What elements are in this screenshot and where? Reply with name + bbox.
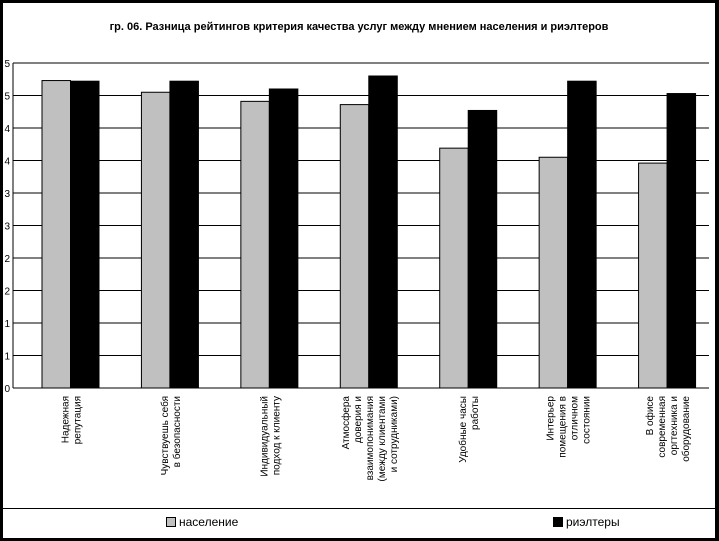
legend-swatch-realtors xyxy=(553,517,563,527)
x-category-label-line: репутация xyxy=(73,396,84,444)
chart-title: гр. 06. Разница рейтингов критерия качес… xyxy=(110,21,609,33)
bar-realtors xyxy=(268,88,299,389)
x-category-label-line: подход к клиенту xyxy=(271,396,282,475)
axes xyxy=(12,63,709,389)
y-tick-label: 5 xyxy=(4,59,10,70)
bar-population xyxy=(41,80,71,389)
x-category-label: Интерьер помещения в отличном состоянии xyxy=(546,396,593,458)
bar-realtors xyxy=(368,75,398,389)
y-tick-label: 3 xyxy=(4,222,10,233)
y-tick-label: 4 xyxy=(4,124,10,135)
x-category-label-line: состоянии xyxy=(582,396,593,444)
legend: население риэлтеры xyxy=(3,508,715,538)
y-tick-label: 2 xyxy=(4,287,10,298)
bar-realtors xyxy=(666,93,697,389)
x-category-label-line: (между клиентами xyxy=(377,396,388,481)
bar-population xyxy=(538,156,569,389)
x-category-label-line: и сотрудниками) xyxy=(389,396,400,472)
y-tick-label: 5 xyxy=(4,92,10,103)
x-category-label-line: оборудование xyxy=(680,396,692,462)
y-tick-label: 1 xyxy=(4,319,10,330)
y-tick-label: 4 xyxy=(4,157,10,168)
x-category-label: В офисе современная оргтехника и оборудован… xyxy=(644,396,692,462)
x-category-label-line: помещения в xyxy=(558,396,569,458)
x-category-label: Надежная репутация xyxy=(61,396,84,444)
bar-population xyxy=(339,104,370,389)
x-category-label-line: В офисе xyxy=(644,396,656,436)
y-axis-ticks: 0 1 1 2 2 3 3 4 4 5 5 xyxy=(4,59,10,395)
x-category-label-line: Интерьер xyxy=(546,396,557,441)
x-category-label-line: Чувствуешь себя xyxy=(159,396,171,475)
x-category-label-line: взаимопонимания xyxy=(365,396,376,480)
legend-label-realtors: риэлтеры xyxy=(566,515,620,529)
x-category-label-line: Индивидуальный xyxy=(259,396,270,477)
bars xyxy=(41,75,697,389)
bar-realtors xyxy=(567,80,597,389)
chart-area: гр. 06. Разница рейтингов критерия качес… xyxy=(3,3,715,538)
legend-label-population: население xyxy=(179,515,239,529)
bar-population xyxy=(638,162,668,389)
legend-item-population: население xyxy=(166,515,238,529)
bar-realtors xyxy=(169,80,199,389)
x-category-label: Чувствуешь себя в безопасности xyxy=(159,396,183,475)
x-category-label-line: в безопасности xyxy=(171,396,183,467)
y-tick-label: 3 xyxy=(4,189,10,200)
legend-swatch-population xyxy=(166,517,176,527)
x-category-label-line: работы xyxy=(469,396,481,430)
x-category-label: Атмосфера доверия и взаимопонимания (между … xyxy=(340,396,400,482)
x-category-label-line: Удобные часы xyxy=(457,396,469,463)
x-category-label: Индивидуальный подход к клиенту xyxy=(259,396,282,477)
bar-population xyxy=(439,147,469,389)
bar-population xyxy=(140,91,171,389)
x-category-label-line: отличном xyxy=(570,396,581,440)
x-category-label-line: Надежная xyxy=(61,396,72,443)
x-category-label-line: доверия и xyxy=(353,396,364,443)
x-category-label-line: оргтехника и xyxy=(669,396,680,455)
y-tick-label: 2 xyxy=(4,254,10,265)
y-tick-label: 0 xyxy=(4,384,10,395)
bar-realtors xyxy=(70,80,100,389)
x-category-label-line: современная xyxy=(657,396,668,458)
x-category-label: Удобные часы работы xyxy=(457,396,481,463)
legend-item-realtors: риэлтеры xyxy=(553,515,620,529)
x-axis-labels: Надежная репутация Чувствуешь себя в безопа… xyxy=(61,396,693,482)
bar-realtors xyxy=(467,109,498,389)
bar-population xyxy=(240,100,270,389)
y-tick-label: 1 xyxy=(4,352,10,363)
x-category-label-line: Атмосфера xyxy=(340,396,352,450)
bar-chart: гр. 06. Разница рейтингов критерия качес… xyxy=(4,21,709,482)
